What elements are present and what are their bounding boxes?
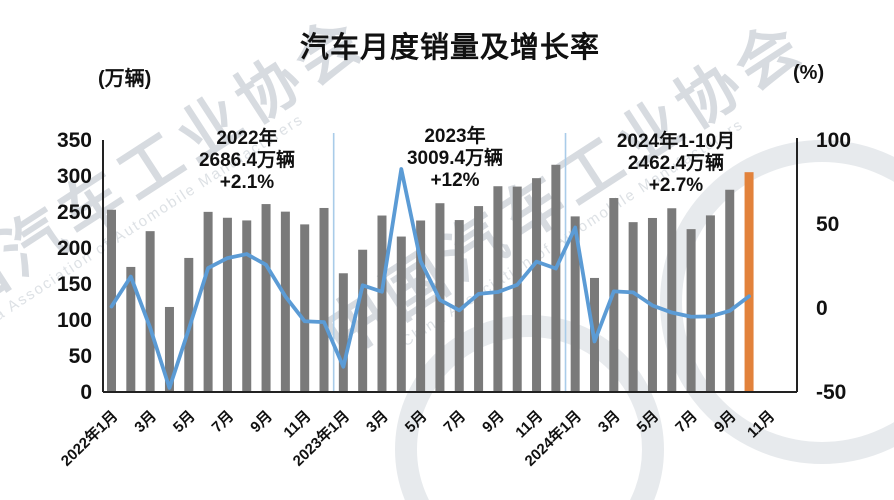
year-summary-annotation: 2023年 3009.4万辆 +12% <box>407 126 503 192</box>
annotation-line: 2462.4万辆 <box>627 153 725 174</box>
sales-bar <box>222 217 232 392</box>
left-axis-tick-label: 50 <box>69 345 92 368</box>
left-axis-tick-label: 0 <box>80 381 92 404</box>
year-summary-annotation: 2022年 2686.4万辆 +2.1% <box>199 128 295 194</box>
x-axis-tick-label: 11月 <box>512 408 546 442</box>
x-axis-tick-label: 2022年1月 <box>57 407 121 470</box>
right-axis-tick-label: 50 <box>816 213 839 236</box>
x-axis-tick-label: 5月 <box>402 408 431 436</box>
sales-bar <box>242 220 252 392</box>
x-axis-tick-label: 9月 <box>247 408 276 436</box>
sales-bar <box>280 211 290 392</box>
year-summary-annotation: 2024年1-10月 2462.4万辆 +2.7% <box>617 131 735 197</box>
x-axis-tick-label: 9月 <box>479 408 508 436</box>
sales-bar <box>454 220 464 392</box>
x-axis-tick-label: 7月 <box>440 408 469 436</box>
right-axis-unit-label: (%) <box>793 62 825 84</box>
x-axis-tick-label: 3月 <box>363 408 392 436</box>
growth-rate-line <box>109 167 751 390</box>
annotation-line: 2022年 <box>216 128 278 149</box>
left-axis-tick-label: 250 <box>57 201 92 224</box>
x-axis-tick-label: 7月 <box>672 408 701 436</box>
chart-title: 汽车月度销量及增长率 <box>299 32 600 64</box>
left-axis-tick-label: 150 <box>57 273 92 296</box>
sales-bar <box>203 211 213 392</box>
sales-bar <box>261 204 271 392</box>
x-axis-tick-label: 7月 <box>209 408 238 436</box>
x-axis-tick-label: 3月 <box>131 408 160 436</box>
sales-bar <box>338 273 348 392</box>
left-axis-tick-label: 100 <box>57 309 92 332</box>
annotation-line: 3009.4万辆 <box>406 148 504 169</box>
x-axis-tick-label: 11月 <box>280 408 314 442</box>
left-axis-tick-label: 300 <box>57 165 92 188</box>
right-axis-tick-label: -50 <box>816 381 846 404</box>
sales-bar <box>532 178 542 392</box>
sales-bar <box>551 164 561 392</box>
x-axis-tick-label: 11月 <box>744 408 778 442</box>
sales-bar <box>145 231 155 392</box>
sales-bar <box>164 306 174 392</box>
sales-bar <box>377 215 387 392</box>
left-axis-tick-label: 350 <box>57 129 92 152</box>
x-axis-tick-label: 5月 <box>170 408 199 436</box>
sales-bar <box>493 186 503 392</box>
annotation-line: +12% <box>430 170 480 191</box>
annotation-line: +2.7% <box>648 175 704 196</box>
sales-bar <box>358 249 368 392</box>
sales-bar <box>512 186 522 392</box>
sales-bar <box>474 206 484 392</box>
annotation-line: +2.1% <box>219 172 275 193</box>
sales-bar <box>107 209 116 392</box>
left-axis-unit-label: (万辆) <box>98 68 152 90</box>
sales-bar <box>686 229 696 392</box>
annotation-line: 2686.4万辆 <box>198 150 296 171</box>
x-axis-tick-label: 5月 <box>634 408 663 436</box>
right-axis-tick-label: 100 <box>816 129 851 152</box>
sales-bar <box>300 224 310 392</box>
sales-bar <box>126 266 136 392</box>
annotation-line: 2023年 <box>424 126 486 147</box>
sales-bar <box>705 215 715 392</box>
sales-bar <box>628 222 638 392</box>
annotation-line: 2024年1-10月 <box>616 131 736 152</box>
x-axis-tick-label: 9月 <box>711 408 740 436</box>
x-axis-tick-label: 3月 <box>595 408 624 436</box>
right-axis-tick-label: 0 <box>816 297 828 320</box>
sales-bar <box>725 189 735 392</box>
sales-bar <box>667 208 677 392</box>
sales-bar-latest <box>744 172 754 392</box>
sales-bar <box>416 220 426 392</box>
sales-bar <box>396 236 406 392</box>
sales-bar <box>319 207 329 392</box>
sales-bar <box>570 216 580 392</box>
left-axis-tick-label: 200 <box>57 237 92 260</box>
